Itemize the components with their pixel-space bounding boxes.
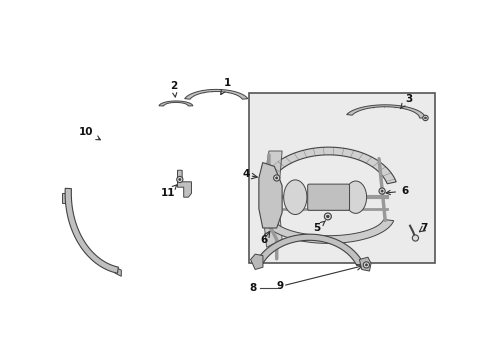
Circle shape (424, 117, 426, 119)
Text: 3: 3 (400, 94, 412, 109)
Text: 2: 2 (170, 81, 177, 97)
Polygon shape (261, 147, 396, 184)
Circle shape (325, 213, 331, 220)
Text: 9: 9 (277, 281, 284, 291)
Polygon shape (185, 89, 248, 99)
Polygon shape (255, 234, 363, 266)
Text: 6: 6 (261, 235, 268, 244)
Text: 7: 7 (420, 223, 428, 233)
Circle shape (366, 264, 368, 266)
Ellipse shape (284, 180, 307, 215)
Polygon shape (65, 188, 119, 273)
Text: 5: 5 (314, 221, 325, 233)
Polygon shape (347, 105, 425, 118)
Polygon shape (115, 267, 122, 276)
Bar (249, 93, 435, 263)
Polygon shape (259, 163, 282, 228)
Polygon shape (360, 257, 371, 271)
Polygon shape (264, 220, 393, 243)
Circle shape (327, 215, 329, 218)
Circle shape (327, 215, 329, 217)
Circle shape (381, 190, 383, 192)
Polygon shape (177, 170, 192, 197)
Polygon shape (62, 193, 68, 203)
Text: 8: 8 (250, 283, 257, 293)
Polygon shape (250, 254, 263, 270)
Circle shape (275, 177, 278, 179)
Polygon shape (159, 101, 193, 106)
Text: 11: 11 (161, 185, 176, 198)
Circle shape (363, 262, 369, 268)
FancyBboxPatch shape (308, 184, 349, 210)
Circle shape (324, 213, 331, 220)
Text: 10: 10 (79, 127, 100, 140)
Circle shape (412, 235, 418, 241)
Circle shape (179, 179, 181, 181)
Text: 1: 1 (221, 78, 231, 95)
Ellipse shape (345, 181, 367, 213)
Circle shape (423, 115, 428, 121)
Circle shape (379, 188, 385, 194)
Text: 6: 6 (386, 186, 408, 196)
Circle shape (273, 175, 280, 181)
Polygon shape (261, 151, 282, 247)
Text: 4: 4 (242, 169, 249, 179)
Circle shape (177, 176, 183, 183)
